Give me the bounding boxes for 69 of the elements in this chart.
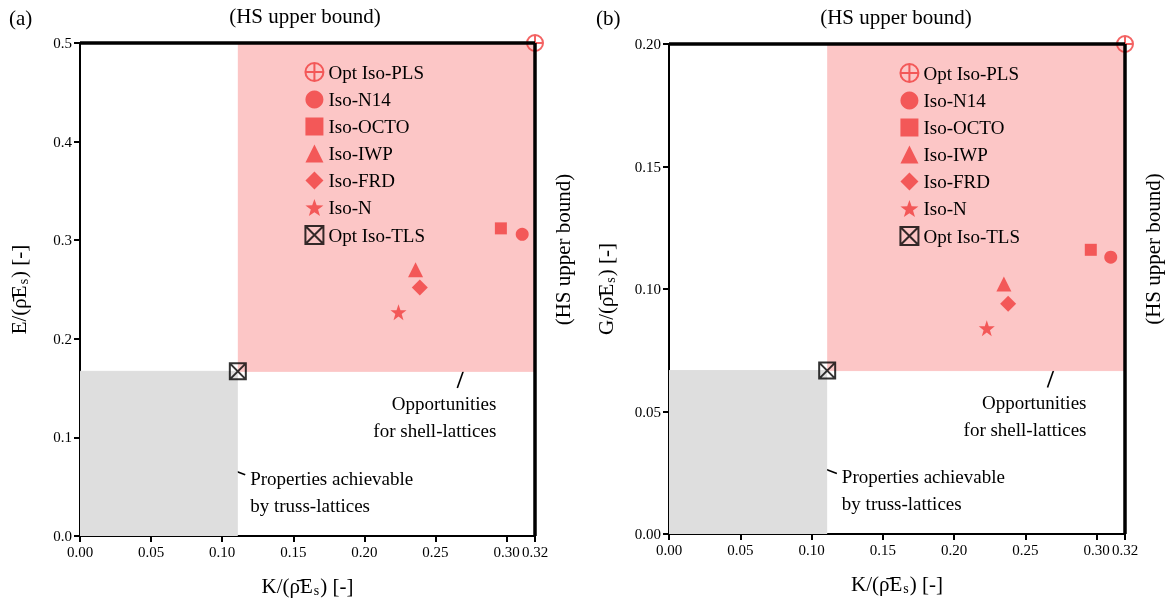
point <box>494 222 507 235</box>
y-tick-label: 0.2 <box>53 330 72 347</box>
point <box>228 362 247 381</box>
y-tick-label: 0.5 <box>53 35 72 51</box>
x-tick-label: 0.10 <box>798 541 825 558</box>
legend-label: Opt Iso-PLS <box>923 62 1019 84</box>
legend-label: Iso-N <box>328 197 372 218</box>
ref-line-label: (HS upper bound) <box>1141 173 1165 325</box>
point <box>1104 250 1118 264</box>
x-axis-title: K/(ρ̄Es) [-] <box>261 573 354 598</box>
annotation: Opportunities for shell-lattices <box>963 392 1087 441</box>
point <box>818 361 837 380</box>
x-tick-label: 0.15 <box>869 541 896 558</box>
point <box>1000 295 1017 312</box>
y-tick-label: 0.10 <box>634 281 661 297</box>
legend-label: Iso-N14 <box>923 90 987 111</box>
point <box>978 320 995 337</box>
x-tick-label: 0.15 <box>280 543 307 560</box>
y-tick-label: 0.1 <box>53 429 72 446</box>
x-tick-label: 0.10 <box>209 543 236 560</box>
x-tick-label: 0.30 <box>1083 541 1110 558</box>
x-axis-title: K/(ρ̄Es) [-] <box>851 571 943 596</box>
legend-label: Iso-FRD <box>328 170 395 191</box>
x-tick-label: 0.25 <box>1012 541 1039 558</box>
legend-label: Iso-OCTO <box>328 116 410 137</box>
x-tick-label: 0.00 <box>655 541 683 558</box>
chart-title: (a) <box>9 5 33 30</box>
y-tick-label: 0.20 <box>634 36 661 52</box>
chart-title: (b) <box>596 5 621 30</box>
x-tick-label: 0.20 <box>940 541 968 558</box>
y-tick-label: 0.00 <box>634 526 661 542</box>
annotation: Properties achievable by truss-lattices <box>841 466 1005 515</box>
point <box>1084 243 1097 256</box>
point <box>408 262 424 278</box>
legend-label: Iso-N <box>923 198 967 219</box>
ref-line-label: (HS upper bound) <box>820 5 972 29</box>
x-tick-label: 0.05 <box>727 541 754 558</box>
legend-label: Iso-N14 <box>328 89 392 110</box>
legend-label: Iso-FRD <box>923 171 990 192</box>
x-tick-label: 0.32 <box>1111 541 1139 558</box>
x-tick-label: 0.20 <box>351 543 378 560</box>
y-axis-title: E/(ρ̄Es) [-] <box>6 244 31 335</box>
legend-label: Iso-IWP <box>923 144 988 165</box>
y-tick-label: 0.3 <box>53 232 72 249</box>
y-tick-label: 0.4 <box>53 133 73 150</box>
legend-label: Opt Iso-PLS <box>328 61 424 83</box>
annotation: Properties achievable by truss-lattices <box>250 467 414 516</box>
point <box>996 276 1012 292</box>
legend-label: Iso-IWP <box>328 143 393 164</box>
y-tick-label: 0.0 <box>53 528 72 544</box>
x-tick-label: 0.00 <box>66 543 94 560</box>
point <box>390 304 407 321</box>
point <box>515 227 529 241</box>
y-tick-label: 0.05 <box>634 403 661 420</box>
point <box>411 279 428 296</box>
x-tick-label: 0.32 <box>521 543 549 560</box>
point <box>526 34 544 52</box>
ref-line-label: (HS upper bound) <box>551 173 575 326</box>
x-tick-label: 0.30 <box>493 543 520 560</box>
ref-line-label: (HS upper bound) <box>229 4 381 28</box>
legend-label: Iso-OCTO <box>923 117 1005 138</box>
annotation: Opportunities for shell-lattices <box>373 392 497 441</box>
point <box>1116 35 1134 53</box>
legend-label: Opt Iso-TLS <box>923 225 1020 247</box>
x-tick-label: 0.25 <box>422 543 449 560</box>
y-tick-label: 0.15 <box>634 158 661 175</box>
legend-label: Opt Iso-TLS <box>328 224 425 246</box>
x-tick-label: 0.05 <box>137 543 165 560</box>
y-axis-title: G/(ρ̄Es) [-] <box>593 243 618 335</box>
